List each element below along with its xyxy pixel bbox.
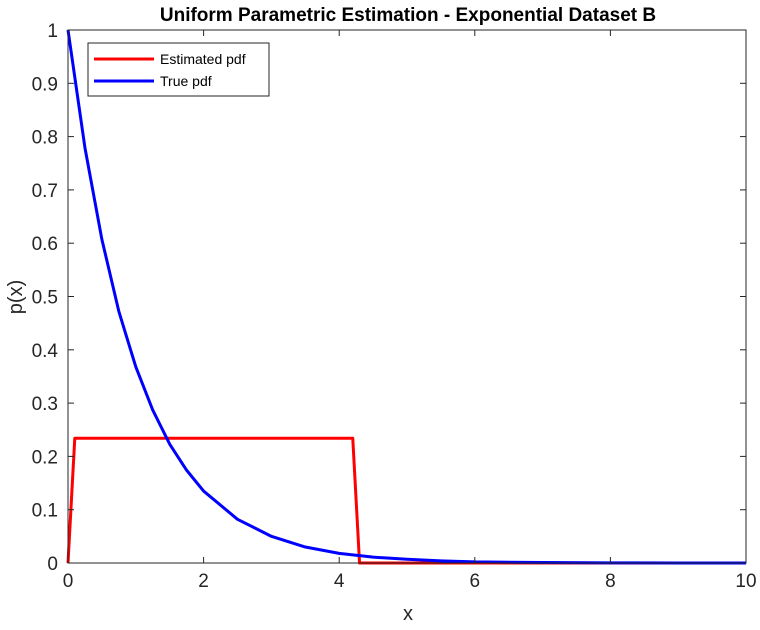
x-tick-label: 0 xyxy=(63,571,74,592)
x-tick-label: 2 xyxy=(198,571,209,592)
x-tick-label: 4 xyxy=(334,571,345,592)
y-tick-label: 0 xyxy=(47,554,58,575)
y-tick-label: 1 xyxy=(47,21,58,42)
legend: Estimated pdf True pdf xyxy=(87,42,270,97)
legend-box xyxy=(87,42,270,97)
chart-title: Uniform Parametric Estimation - Exponent… xyxy=(160,5,656,26)
x-axis-label: x xyxy=(403,603,413,625)
y-tick-label: 0.3 xyxy=(32,394,58,415)
y-tick-label: 0.5 xyxy=(32,288,58,309)
y-tick-label: 0.4 xyxy=(32,341,59,362)
y-tick-label: 0.2 xyxy=(32,447,58,468)
legend-label: Estimated pdf xyxy=(160,51,246,67)
x-tick-label: 6 xyxy=(470,571,481,592)
x-tick-label: 8 xyxy=(605,571,616,592)
y-tick-label: 0.8 xyxy=(32,128,58,149)
y-tick-label: 0.7 xyxy=(32,181,58,202)
series-line-1 xyxy=(66,29,747,565)
legend-label: True pdf xyxy=(160,73,212,89)
y-tick-label: 0.1 xyxy=(32,501,58,522)
y-axis-label: p(x) xyxy=(5,280,27,314)
y-tick-label: 0.9 xyxy=(32,74,58,95)
y-tick-label: 0.6 xyxy=(32,234,58,255)
plot-area xyxy=(68,30,746,563)
x-tick-label: 10 xyxy=(735,571,756,592)
